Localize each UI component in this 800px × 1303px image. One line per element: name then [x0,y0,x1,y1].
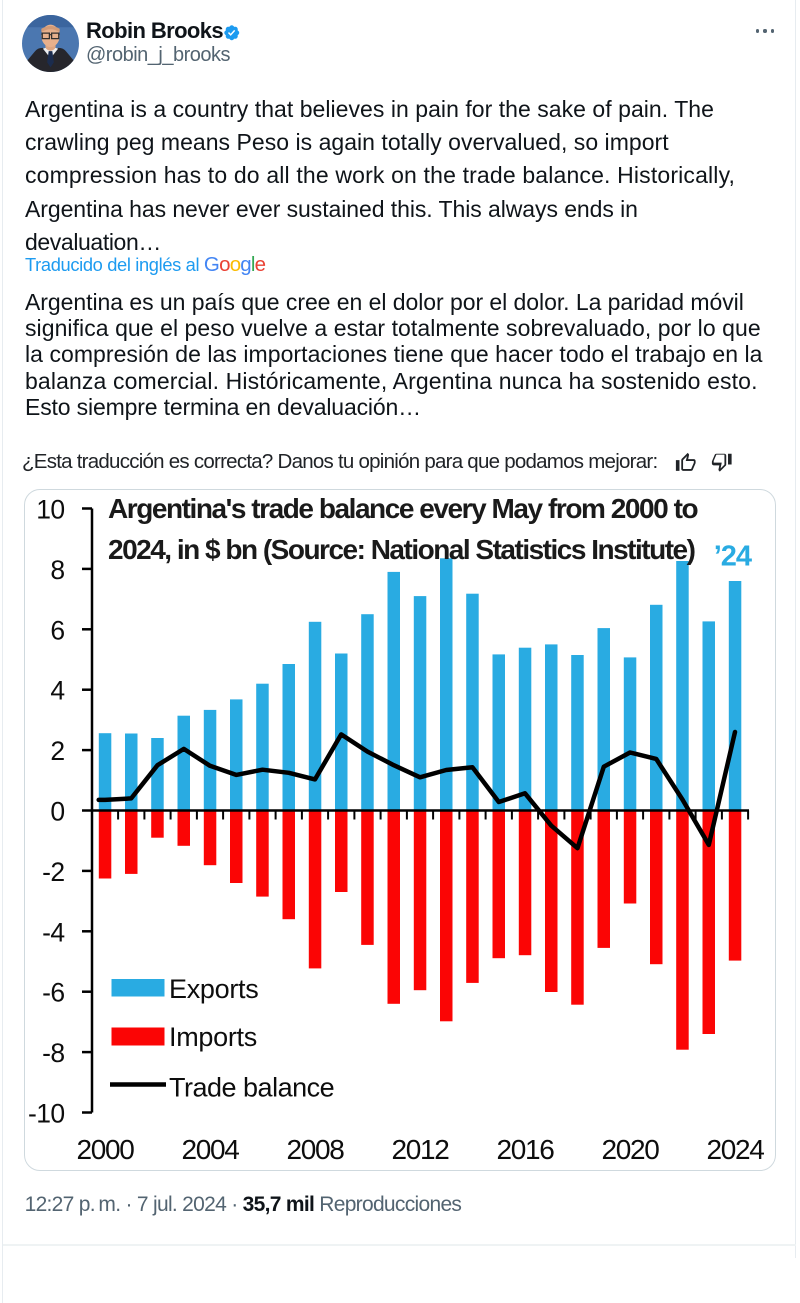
svg-text:10: 10 [36,494,64,524]
svg-text:0: 0 [50,796,64,826]
svg-text:2012: 2012 [391,1133,449,1164]
svg-text:-2: -2 [42,856,64,886]
svg-text:2004: 2004 [181,1133,239,1164]
svg-text:2008: 2008 [286,1133,344,1164]
svg-text:2024: 2024 [706,1133,764,1164]
svg-text:Imports: Imports [169,1022,257,1052]
svg-text:6: 6 [50,615,64,645]
svg-text:2024, in $ bn (Source: Nationa: 2024, in $ bn (Source: National Statisti… [108,534,695,565]
svg-text:’24: ’24 [713,540,751,572]
svg-text:2000: 2000 [76,1133,134,1164]
svg-text:2: 2 [50,736,64,766]
svg-text:-6: -6 [42,977,64,1007]
svg-text:2016: 2016 [496,1133,554,1164]
svg-text:-8: -8 [42,1038,64,1068]
svg-text:-10: -10 [27,1098,64,1128]
svg-text:2020: 2020 [601,1133,659,1164]
svg-text:-4: -4 [42,917,64,947]
svg-text:8: 8 [50,554,64,584]
svg-text:Exports: Exports [169,974,258,1004]
svg-text:4: 4 [50,675,64,705]
svg-text:Argentina's trade balance ever: Argentina's trade balance every May from… [108,493,698,524]
svg-text:Trade balance: Trade balance [169,1072,334,1102]
